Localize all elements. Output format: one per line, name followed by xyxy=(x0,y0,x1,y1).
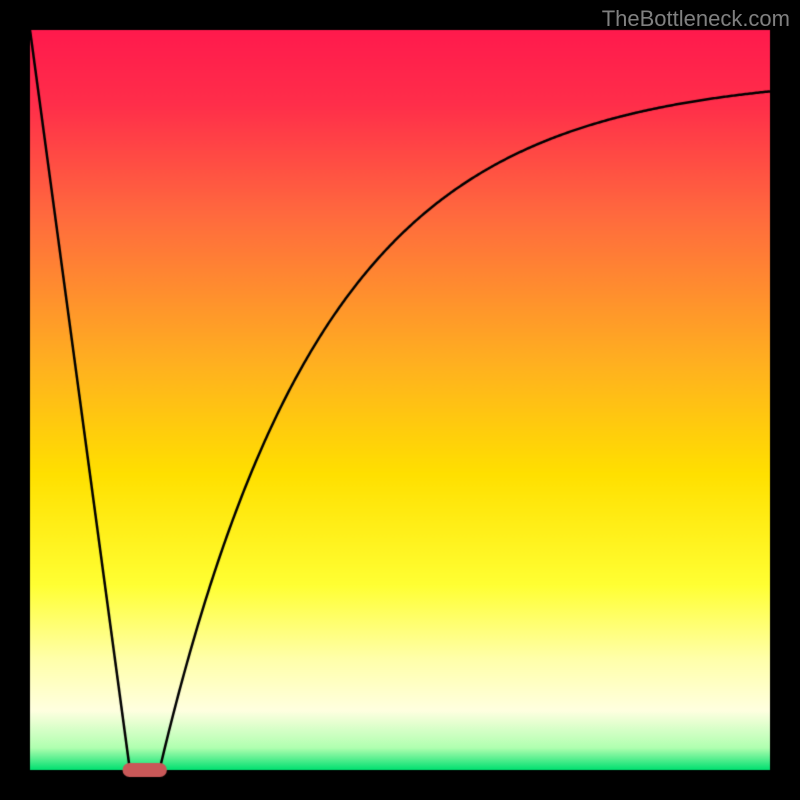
watermark-text: TheBottleneck.com xyxy=(602,6,790,32)
bottleneck-chart xyxy=(0,0,800,800)
chart-container: TheBottleneck.com xyxy=(0,0,800,800)
